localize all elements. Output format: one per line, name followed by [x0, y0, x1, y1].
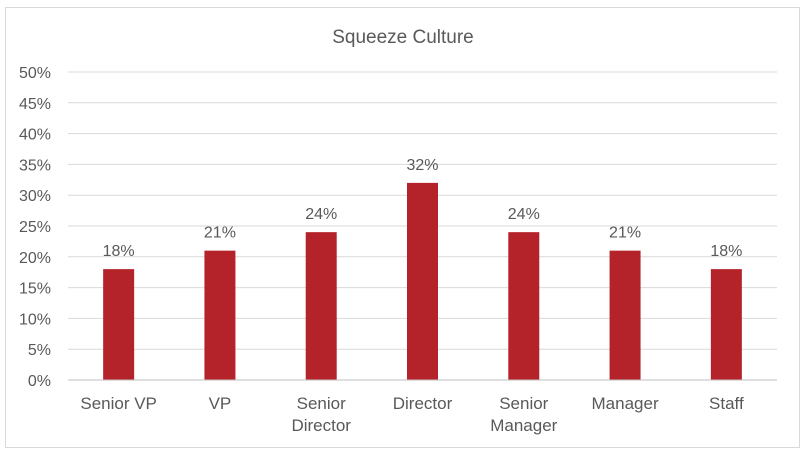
y-tick-label: 40%: [19, 127, 51, 144]
y-tick-label: 30%: [19, 188, 51, 205]
bar: [609, 250, 641, 380]
bar: [508, 232, 540, 380]
y-tick-label: 0%: [28, 373, 51, 390]
y-tick-label: 35%: [19, 157, 51, 174]
chart-frame: [5, 7, 800, 448]
y-axis: 0% 5% 10% 15% 20% 25% 30% 35% 40% 45% 50%: [19, 65, 51, 390]
y-tick-label: 45%: [19, 96, 51, 113]
category-label: Director: [393, 394, 453, 413]
bar: [103, 269, 135, 380]
y-tick-label: 25%: [19, 219, 51, 236]
bar: [305, 232, 337, 380]
category-label-line: Senior VP: [80, 394, 157, 413]
category-label-line: Staff: [709, 394, 744, 413]
category-label: Staff: [709, 394, 744, 413]
data-label: 18%: [103, 243, 135, 260]
data-label: 24%: [508, 206, 540, 223]
bar: [407, 182, 438, 380]
data-label: 21%: [609, 225, 641, 242]
data-label: 21%: [204, 225, 236, 242]
category-label-line: Manager: [490, 416, 557, 435]
category-label-line: VP: [209, 394, 232, 413]
y-tick-label: 10%: [19, 311, 51, 328]
category-label-line: Manager: [592, 394, 659, 413]
category-label: Senior VP: [80, 394, 157, 413]
data-label: 24%: [305, 206, 337, 223]
data-label: 18%: [710, 243, 742, 260]
gridlines: [68, 71, 777, 350]
bars: 18% 21% 24% 32% 24% 21% 18%: [103, 157, 742, 380]
y-tick-label: 5%: [28, 342, 51, 359]
data-label: 32%: [406, 157, 438, 174]
category-label-line: Director: [393, 394, 453, 413]
y-tick-label: 15%: [19, 281, 51, 298]
category-label: Senior Director: [291, 394, 351, 435]
chart-title: Squeeze Culture: [332, 27, 474, 48]
x-axis: Senior VP VP Senior Director Director Senior M…: [68, 379, 777, 435]
y-tick-label: 20%: [19, 250, 51, 267]
category-label: Manager: [592, 394, 659, 413]
category-label-line: Senior: [297, 394, 346, 413]
category-label-line: Director: [291, 416, 351, 435]
category-label-line: Senior: [499, 394, 548, 413]
category-label: Senior Manager: [490, 394, 557, 435]
category-label: VP: [209, 394, 232, 413]
bar: [710, 269, 742, 380]
bar: [204, 250, 236, 380]
y-tick-label: 50%: [19, 65, 51, 82]
